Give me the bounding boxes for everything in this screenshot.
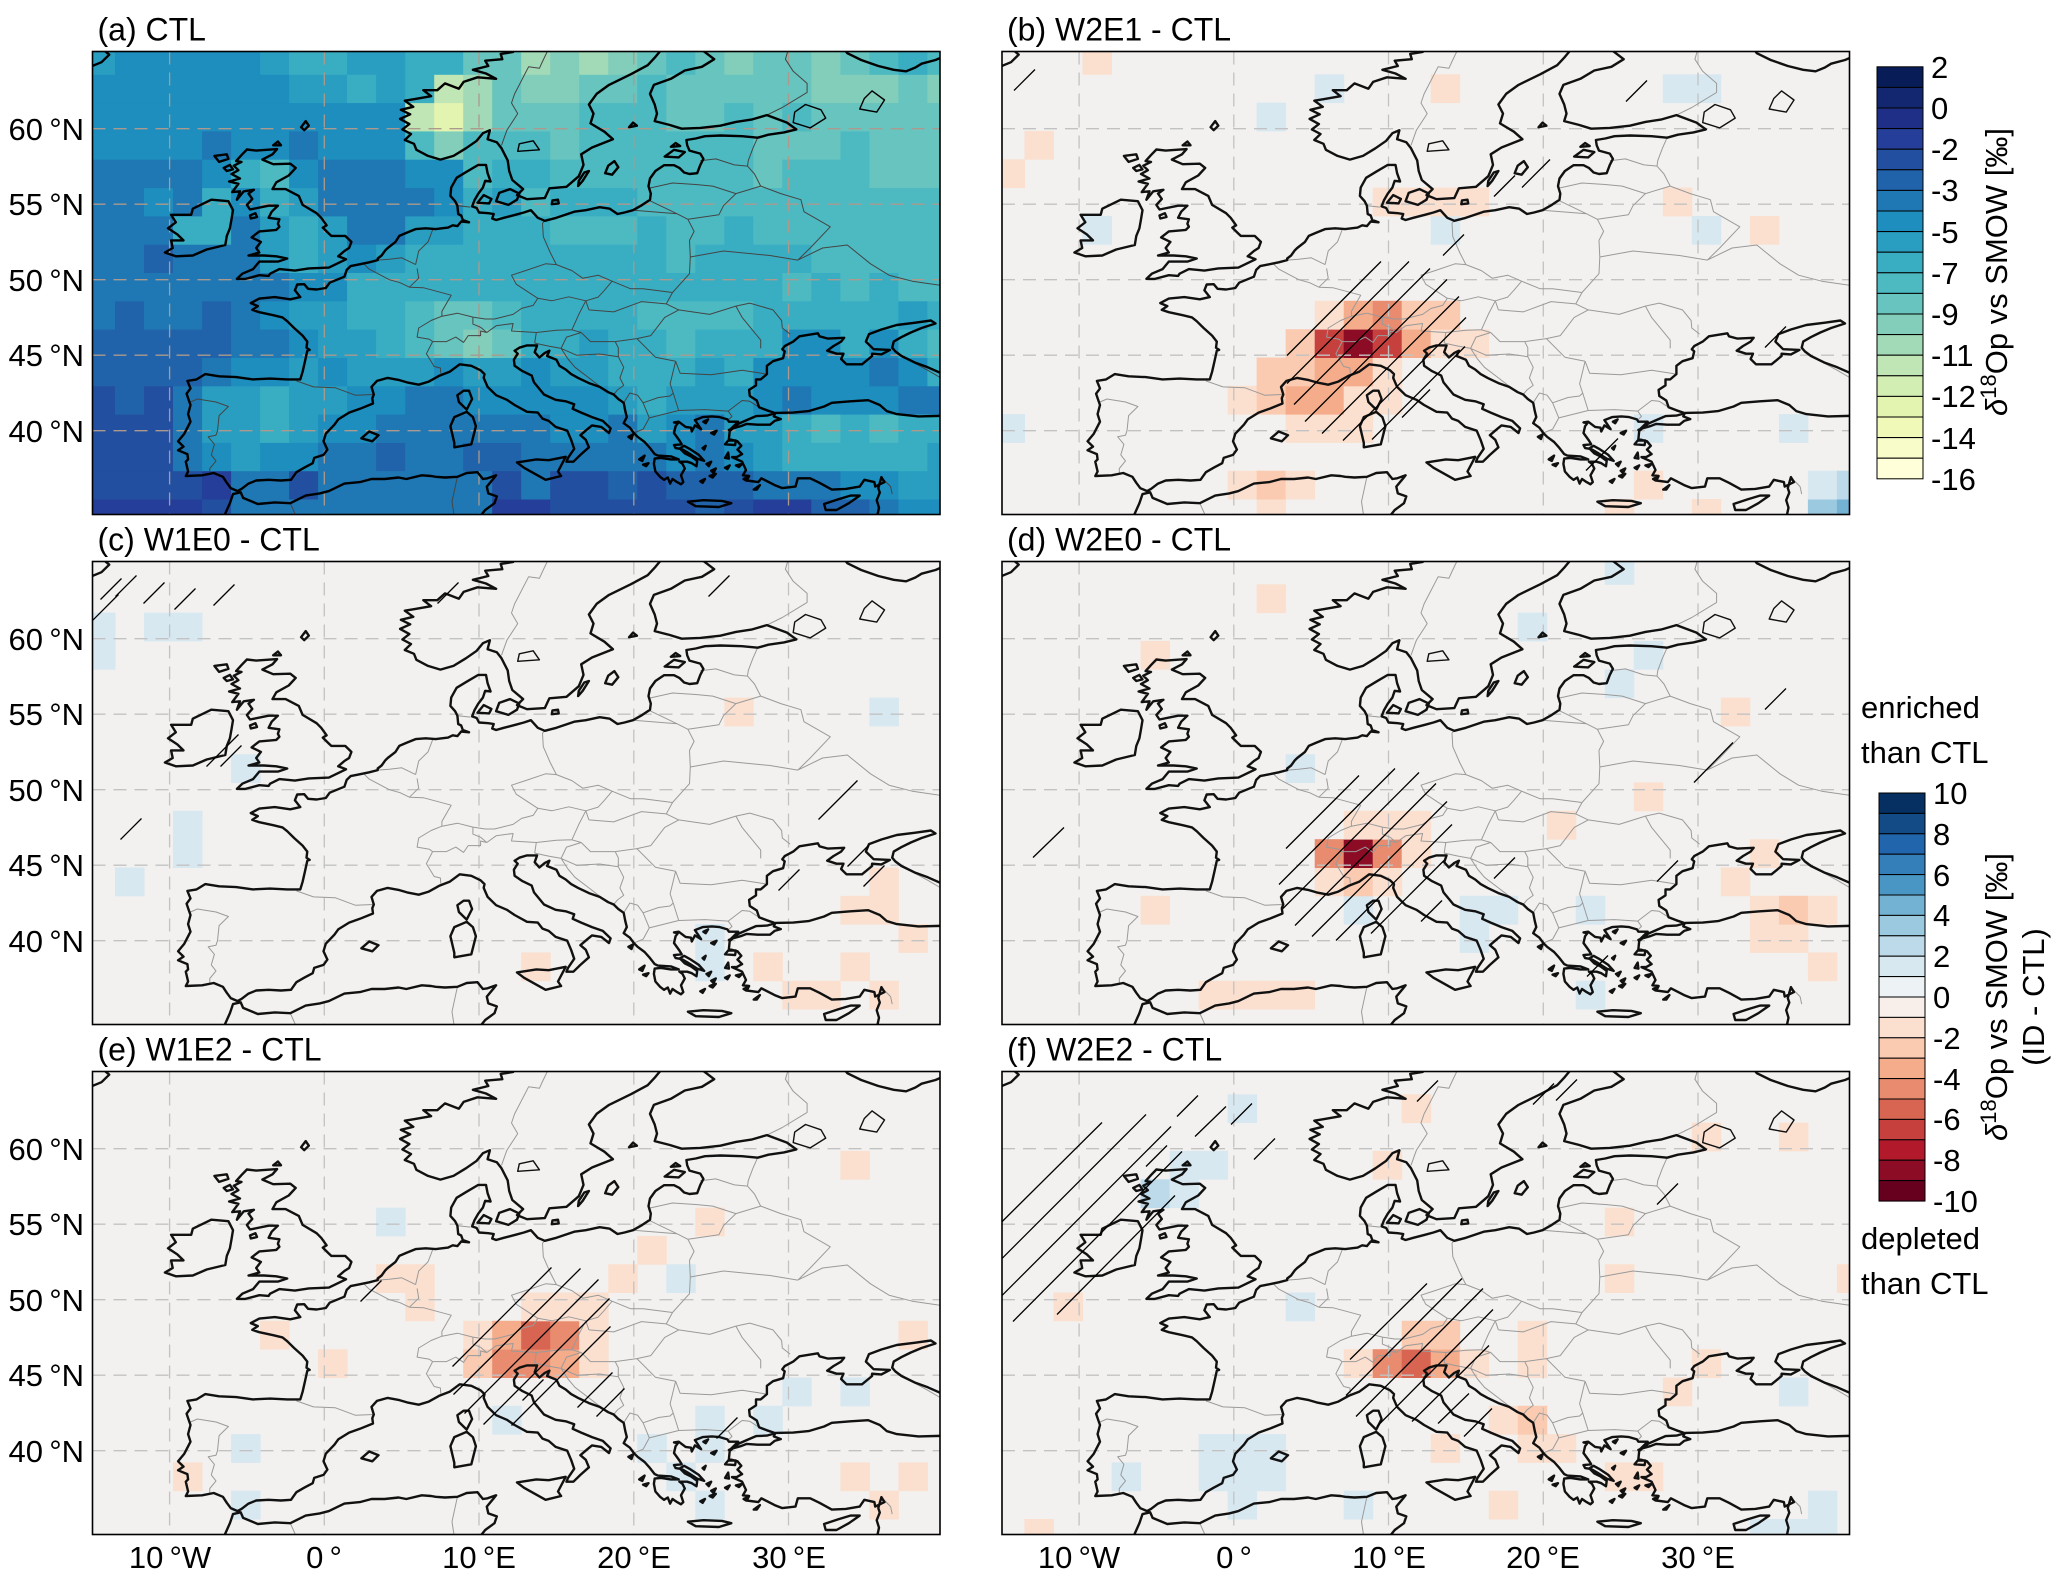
- svg-text:50 °N: 50 °N: [9, 773, 84, 808]
- svg-text:40 °N: 40 °N: [9, 1434, 84, 1469]
- svg-text:(c) W1E0 - CTL: (c) W1E0 - CTL: [98, 522, 320, 558]
- svg-text:4: 4: [1933, 898, 1950, 933]
- svg-text:40 °N: 40 °N: [9, 414, 84, 449]
- svg-text:-11: -11: [1931, 338, 1974, 373]
- svg-text:10 °E: 10 °E: [442, 1540, 516, 1575]
- svg-text:45 °N: 45 °N: [9, 848, 84, 883]
- svg-text:than CTL: than CTL: [1861, 735, 1989, 770]
- svg-text:55 °N: 55 °N: [9, 187, 84, 222]
- svg-text:50 °N: 50 °N: [9, 263, 84, 298]
- svg-text:50 °N: 50 °N: [9, 1283, 84, 1318]
- svg-text:30 °E: 30 °E: [1661, 1540, 1735, 1575]
- svg-text:-9: -9: [1931, 297, 1959, 332]
- svg-text:-6: -6: [1933, 1102, 1961, 1137]
- svg-text:2: 2: [1931, 50, 1948, 85]
- svg-text:45 °N: 45 °N: [9, 338, 84, 373]
- svg-text:depleted: depleted: [1861, 1221, 1980, 1256]
- svg-text:-2: -2: [1931, 132, 1959, 167]
- svg-text:δ18Op vs SMOW [‰]: δ18Op vs SMOW [‰]: [1976, 853, 2014, 1141]
- svg-text:-3: -3: [1931, 173, 1959, 208]
- svg-text:60 °N: 60 °N: [9, 622, 84, 657]
- svg-text:2: 2: [1933, 939, 1950, 974]
- svg-text:(e) W1E2 - CTL: (e) W1E2 - CTL: [98, 1032, 322, 1068]
- svg-text:6: 6: [1933, 858, 1950, 893]
- svg-text:8: 8: [1933, 817, 1950, 852]
- svg-text:10 °W: 10 °W: [1038, 1540, 1121, 1575]
- svg-text:55 °N: 55 °N: [9, 697, 84, 732]
- svg-text:30 °E: 30 °E: [752, 1540, 826, 1575]
- svg-text:0 °: 0 °: [306, 1540, 342, 1575]
- svg-text:(f) W2E2 - CTL: (f) W2E2 - CTL: [1007, 1032, 1222, 1068]
- svg-text:60 °N: 60 °N: [9, 1132, 84, 1167]
- svg-text:than CTL: than CTL: [1861, 1266, 1989, 1301]
- svg-text:enriched: enriched: [1861, 690, 1980, 725]
- svg-text:10: 10: [1933, 776, 1967, 811]
- svg-text:55 °N: 55 °N: [9, 1207, 84, 1242]
- svg-text:0 °: 0 °: [1216, 1540, 1252, 1575]
- svg-text:10 °E: 10 °E: [1352, 1540, 1426, 1575]
- svg-text:(b) W2E1 - CTL: (b) W2E1 - CTL: [1007, 12, 1231, 48]
- svg-text:-14: -14: [1931, 421, 1976, 456]
- svg-text:0: 0: [1933, 980, 1950, 1015]
- svg-text:-10: -10: [1933, 1184, 1978, 1219]
- svg-text:0: 0: [1931, 91, 1948, 126]
- svg-text:60 °N: 60 °N: [9, 112, 84, 147]
- svg-text:-7: -7: [1931, 256, 1959, 291]
- svg-text:-8: -8: [1933, 1143, 1961, 1178]
- svg-text:(a) CTL: (a) CTL: [98, 12, 206, 48]
- svg-text:-4: -4: [1933, 1062, 1961, 1097]
- svg-text:20 °E: 20 °E: [1506, 1540, 1580, 1575]
- svg-text:20 °E: 20 °E: [597, 1540, 671, 1575]
- svg-text:45 °N: 45 °N: [9, 1358, 84, 1393]
- svg-text:-16: -16: [1931, 462, 1976, 497]
- svg-text:-12: -12: [1931, 379, 1976, 414]
- svg-text:(ID - CTL): (ID - CTL): [2016, 928, 2051, 1066]
- svg-text:(d) W2E0 - CTL: (d) W2E0 - CTL: [1007, 522, 1231, 558]
- svg-text:-5: -5: [1931, 215, 1959, 250]
- svg-text:-2: -2: [1933, 1021, 1961, 1056]
- svg-text:δ18Op vs SMOW [‰]: δ18Op vs SMOW [‰]: [1976, 128, 2014, 416]
- svg-text:10 °W: 10 °W: [129, 1540, 212, 1575]
- svg-text:40 °N: 40 °N: [9, 924, 84, 959]
